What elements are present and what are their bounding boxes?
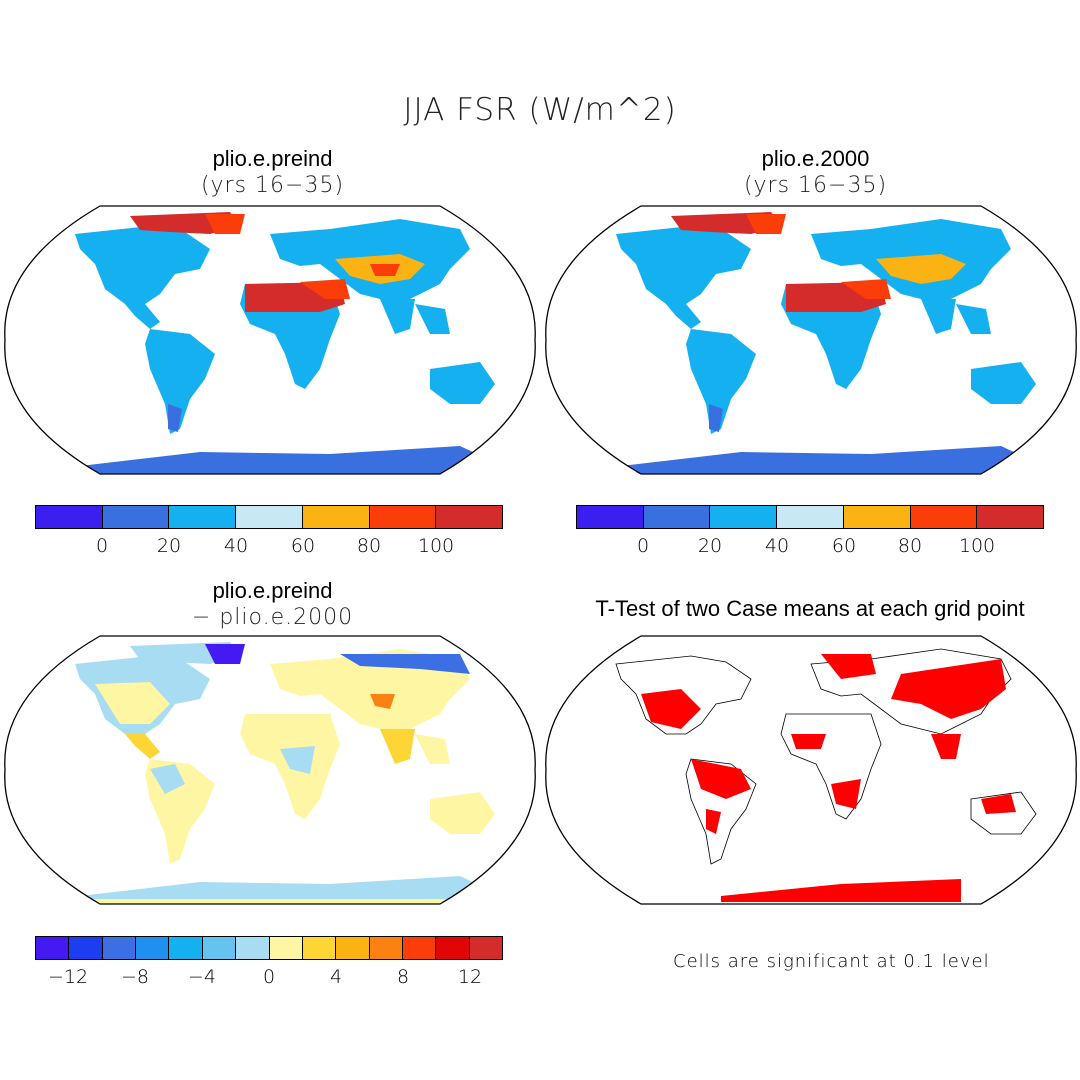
colorbar-tick: 80 [356,535,382,557]
map-bottom-left [4,635,536,905]
colorbar-tick: 60 [290,535,316,557]
colorbar-tick: 8 [396,966,410,988]
map-boundary [545,205,1077,475]
colorbar-segment [69,937,103,959]
colorbar-segment [977,506,1044,528]
panel-title-top-right: plio.e.2000 [761,146,870,171]
colorbar-tick: −12 [47,966,89,988]
colorbar-segment [302,937,337,959]
colorbar-segment [102,506,170,528]
colorbar-tick: 0 [636,535,650,557]
colorbar-segment [643,506,711,528]
colorbar-segment [169,506,237,528]
colorbar-segment [369,506,437,528]
map-boundary [4,635,536,905]
colorbar-tick: 20 [156,535,182,557]
colorbar-tick: 100 [417,535,455,557]
colorbar-segment [269,937,303,959]
map-top-right [545,205,1077,475]
colorbar-segment [336,937,370,959]
panel-subtitle-top-right: (yrs 16−35) [743,173,888,198]
coastlines [615,648,1037,865]
colorbar-tick: 4 [329,966,343,988]
panel-title-bottom-right: T-Test of two Case means at each grid po… [595,596,1025,621]
land-fill [581,212,1061,474]
colorbar-tick: 0 [262,966,276,988]
colorbar-segment [36,937,70,959]
colorbar-segment [402,937,437,959]
colorbar-segment [910,506,978,528]
colorbar-segment [169,937,203,959]
colorbar-segment [777,506,844,528]
map-bottom-right [545,635,1077,905]
colorbar-segment [469,937,503,959]
figure-title: JJA FSR (W/m^2) [403,92,677,128]
panel-subtitle-top-left: (yrs 16−35) [200,173,345,198]
panel-title-bottom-left: plio.e.preind [212,578,333,603]
colorbar-top-right [576,505,1044,529]
colorbar-segment [302,506,370,528]
significance-note: Cells are significant at 0.1 level [673,951,990,972]
land-fill [40,212,520,474]
colorbar-segment [843,506,911,528]
colorbar-segment [436,937,470,959]
panel-title-top-left: plio.e.preind [212,146,333,171]
colorbar-tick: 12 [457,966,483,988]
colorbar-segment [577,506,644,528]
land-fill [40,642,520,904]
colorbar-bottom-left [35,936,503,960]
colorbar-tick: −4 [187,966,217,988]
colorbar-segment [436,506,503,528]
colorbar-segment [369,937,403,959]
colorbar-tick: −8 [120,966,150,988]
map-boundary [4,205,536,475]
colorbar-segment [36,506,103,528]
colorbar-segment [102,937,137,959]
colorbar-tick: 40 [764,535,790,557]
colorbar-tick: 40 [223,535,249,557]
colorbar-tick: 60 [831,535,857,557]
map-top-left [4,205,536,475]
colorbar-tick: 0 [95,535,109,557]
panel-subtitle-bottom-left: − plio.e.2000 [191,605,354,630]
colorbar-top-left [35,505,503,529]
colorbar-segment [202,937,237,959]
map-boundary [545,635,1077,905]
significant-cells [641,654,1016,902]
colorbar-tick: 100 [958,535,996,557]
colorbar-segment [236,506,303,528]
colorbar-tick: 80 [897,535,923,557]
colorbar-segment [236,937,270,959]
colorbar-segment [136,937,170,959]
colorbar-tick: 20 [697,535,723,557]
colorbar-segment [710,506,778,528]
